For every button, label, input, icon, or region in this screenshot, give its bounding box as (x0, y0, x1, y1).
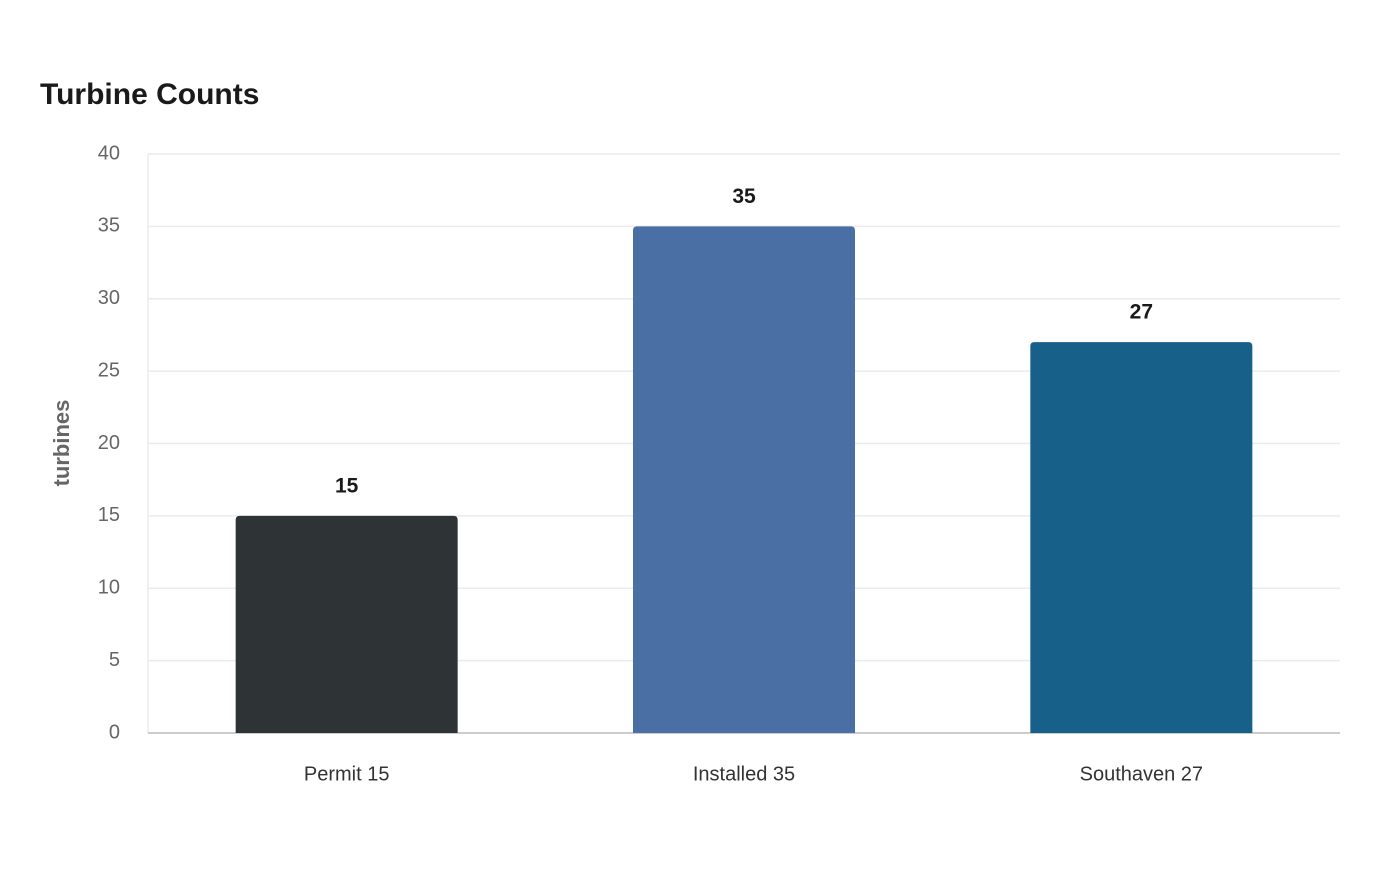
y-tick-label: 5 (109, 649, 120, 671)
data-label: 15 (335, 474, 359, 497)
bar (235, 515, 458, 733)
data-label: 27 (1130, 301, 1153, 324)
x-tick-label: Permit 15 (304, 763, 390, 785)
y-tick-label: 10 (98, 577, 120, 599)
bar (1030, 342, 1253, 733)
y-tick-label: 40 (98, 142, 120, 164)
y-axis-label: turbines (49, 400, 74, 487)
y-tick-label: 15 (98, 504, 120, 526)
x-tick-label: Southaven 27 (1080, 763, 1203, 785)
y-tick-label: 25 (98, 359, 120, 381)
y-tick-label: 30 (98, 287, 120, 309)
y-tick-label: 35 (98, 215, 120, 237)
chart-title: Turbine Counts (40, 78, 259, 111)
data-label: 35 (732, 185, 756, 208)
x-tick-label: Installed 35 (693, 763, 795, 785)
y-tick-label: 20 (98, 432, 120, 454)
y-tick-label: 0 (109, 721, 120, 743)
bar (633, 226, 855, 733)
